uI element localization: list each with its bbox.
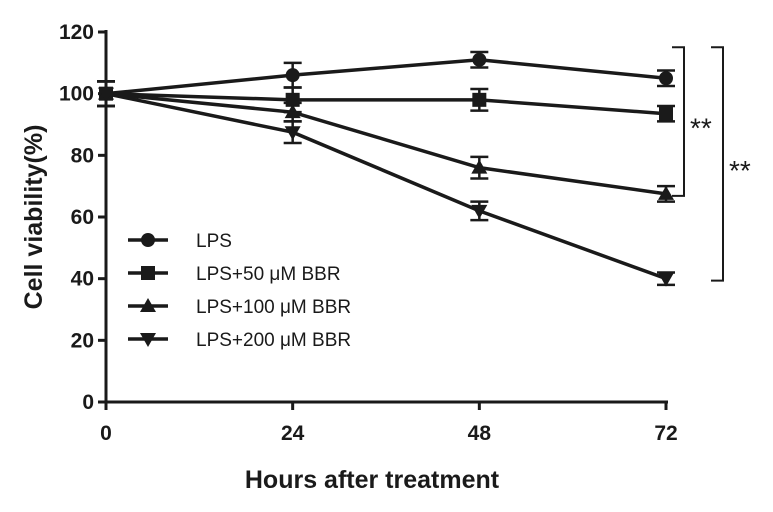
legend-label: LPS+200 μM BBR [196,330,351,351]
data-point [98,87,114,102]
significance-annotations: ** ** [672,46,751,282]
bracket-line [672,46,685,197]
significance-bracket-1: ** [672,46,712,197]
y-tick-label: 120 [59,21,94,44]
y-tick-label: 0 [82,391,94,414]
x-axis-title: Hours after treatment [245,466,500,494]
legend-marker [140,333,156,347]
data-point [659,71,673,86]
y-tick-label: 40 [71,268,94,291]
y-tick-label: 60 [71,206,94,229]
legend-marker [141,233,155,247]
legend-item-4: LPS+200 μM BBR [128,330,351,351]
data-point [659,106,673,121]
data-point [285,68,300,83]
significance-label: ** [729,155,751,186]
series-line [105,91,667,116]
legend-marker [141,266,155,280]
series-layer [97,50,675,287]
y-tick-label: 20 [71,329,94,352]
y-tick-label: 100 [59,83,94,106]
x-tick-label: 24 [281,422,305,445]
legend-label: LPS+50 μM BBR [196,264,341,285]
legend-item-1: LPS [128,231,232,252]
data-point [284,126,301,141]
legend-item-3: LPS+100 μM BBR [128,297,351,318]
legend-marker [140,298,156,312]
data-point [658,185,674,200]
series-line [105,91,667,196]
legend-item-2: LPS+50 μM BBR [128,264,341,285]
legend: LPS LPS+50 μM BBR LPS+100 μM BBR LPS+200 μM… [128,231,351,351]
legend-label: LPS+100 μM BBR [196,297,351,318]
data-point [471,159,488,174]
x-tick-label: 0 [100,422,112,445]
series-4 [97,80,675,287]
significance-label: ** [690,113,712,144]
significance-bracket-2: ** [711,46,751,282]
tick-labels: 0 20 40 60 80 100 120 0 24 48 72 [59,21,678,445]
bracket-line [711,46,724,282]
y-axis-title: Cell viability(%) [20,125,48,310]
x-tick-label: 72 [654,422,677,445]
data-point [658,272,674,287]
data-point [471,204,488,219]
legend-label: LPS [196,231,232,252]
series-line [105,91,667,281]
data-point [284,104,301,119]
series-line [105,57,667,96]
data-point [472,52,487,67]
x-tick-label: 48 [468,422,492,445]
y-tick-label: 80 [71,144,94,167]
data-point [472,92,487,107]
